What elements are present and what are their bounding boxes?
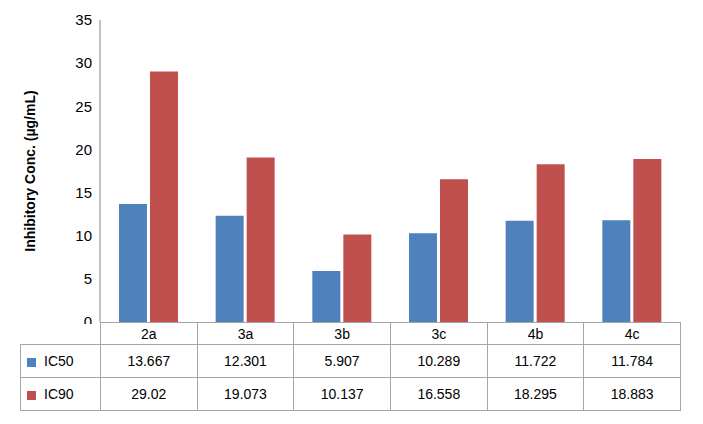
svg-text:10: 10 bbox=[75, 227, 92, 244]
html-text:12.301: 12.301 bbox=[224, 353, 267, 369]
html-text:29.02: 29.02 bbox=[131, 386, 167, 402]
html-text:3b: 3b bbox=[334, 325, 350, 342]
html-text:11.722: 11.722 bbox=[514, 353, 557, 369]
html-text:IC90: IC90 bbox=[44, 386, 74, 402]
html-text:3a: 3a bbox=[237, 325, 254, 342]
html-text:16.558: 16.558 bbox=[417, 386, 461, 402]
svg-text:30: 30 bbox=[75, 54, 92, 71]
html-text:4b: 4b bbox=[527, 325, 544, 342]
svg-text:5: 5 bbox=[84, 270, 92, 287]
html-text:10.137: 10.137 bbox=[320, 386, 364, 402]
svg-text:35: 35 bbox=[75, 11, 92, 28]
html-text:13.667: 13.667 bbox=[127, 353, 171, 369]
html-text:5.907: 5.907 bbox=[324, 353, 360, 369]
html-text:IC50: IC50 bbox=[44, 353, 74, 369]
html-text:10.289: 10.289 bbox=[417, 353, 461, 369]
html-text:2a: 2a bbox=[141, 325, 157, 342]
html-text:4c: 4c bbox=[624, 325, 640, 342]
html-text:3c: 3c bbox=[431, 325, 447, 342]
html-text:11.784: 11.784 bbox=[611, 353, 653, 369]
svg-text:25: 25 bbox=[75, 98, 92, 115]
html-text:19.073: 19.073 bbox=[224, 386, 267, 402]
svg-text:Inhibitory Conc. (µg/mL): Inhibitory Conc. (µg/mL) bbox=[22, 90, 38, 251]
html-text:18.295: 18.295 bbox=[514, 386, 557, 402]
html-text:18.883: 18.883 bbox=[610, 386, 654, 402]
svg-text:15: 15 bbox=[75, 184, 92, 201]
svg-text:20: 20 bbox=[75, 141, 92, 158]
